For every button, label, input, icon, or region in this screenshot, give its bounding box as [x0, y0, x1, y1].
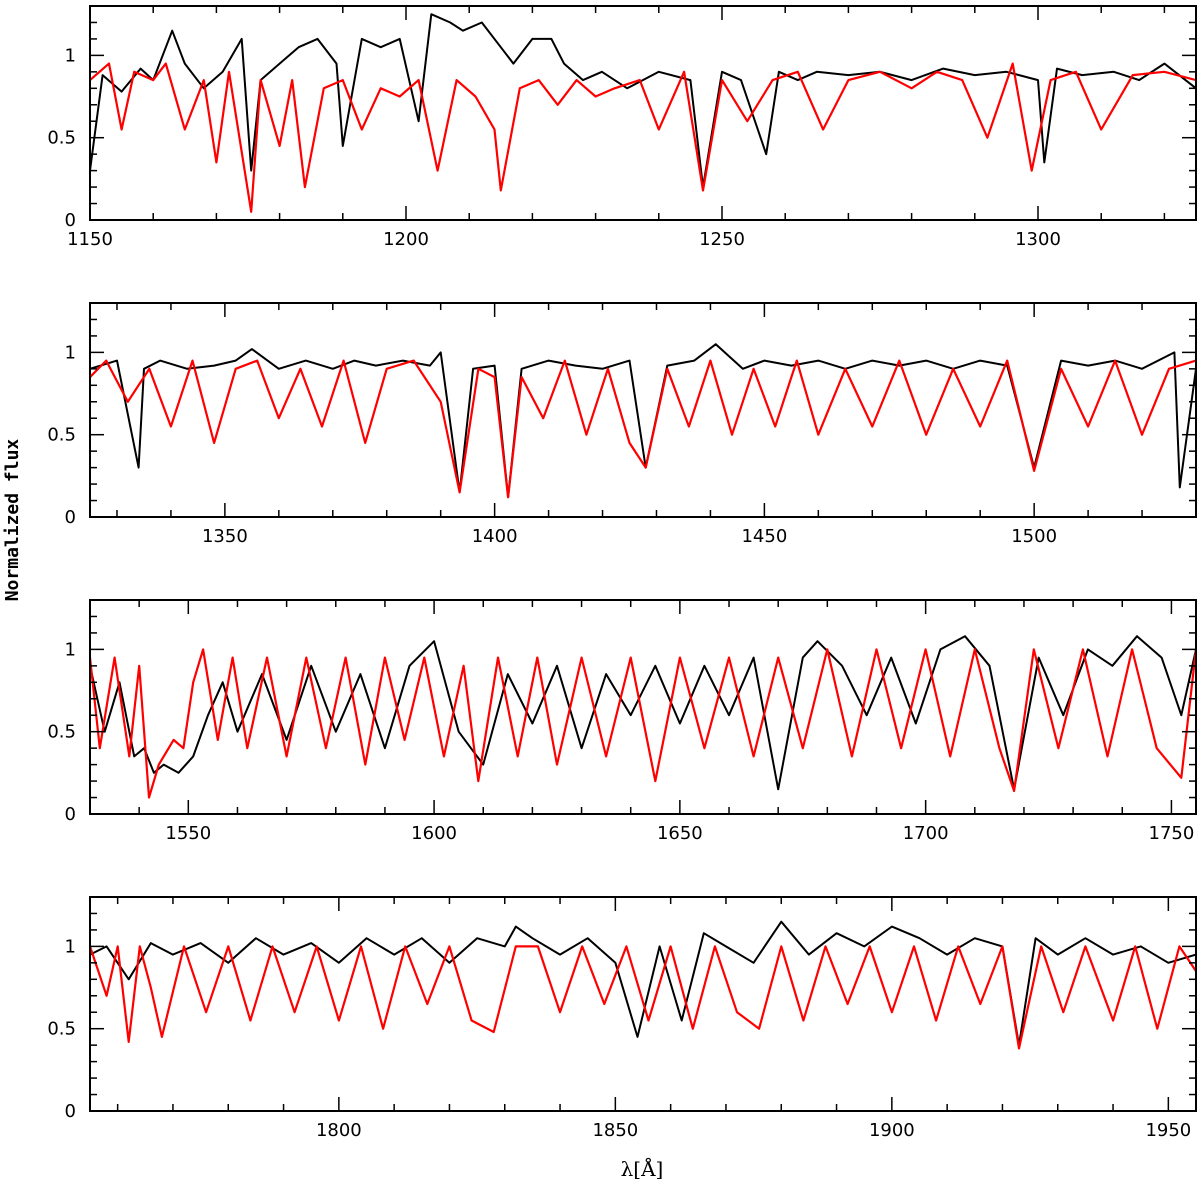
panel-2-y-tick-label: 0 — [65, 507, 76, 528]
panel-1-y-tick-label: 1 — [65, 45, 76, 66]
panel-1-frame — [89, 5, 1197, 221]
panel-1-series-model-line — [90, 62, 1196, 213]
panel-4-y-tick-label: 1 — [65, 936, 76, 957]
panel-2-series-model-line — [90, 359, 1196, 499]
panel-1-y-tick-label: 0.5 — [47, 128, 76, 149]
x-axis-label: λ[Å] — [621, 1156, 664, 1181]
panel-2-y-tick-label: 1 — [65, 342, 76, 363]
panel-4-x-tick-label: 1900 — [869, 1120, 915, 1141]
panel-3-x-tick-label: 1600 — [411, 823, 457, 844]
panel-4-frame — [89, 896, 1197, 1112]
panel-4-y-tick-label: 0 — [65, 1101, 76, 1122]
panel-2-y-tick-label: 0.5 — [47, 425, 76, 446]
panel-1-x-tick-label: 1200 — [383, 229, 429, 250]
panel-4-x-tick-label: 1850 — [592, 1120, 638, 1141]
panel-1-y-tick-label: 0 — [65, 210, 76, 231]
panel-4-series-observed-line — [90, 920, 1196, 1047]
panel-3-x-tick-label: 1550 — [165, 823, 211, 844]
panel-4-x-tick-label: 1950 — [1145, 1120, 1191, 1141]
panel-1: 1150 1200 1250 1300 0 0.5 1 — [47, 5, 1197, 250]
panel-3: 1550 1600 1650 1700 1750 0 0.5 1 — [47, 599, 1197, 844]
panel-1-series-observed-line — [90, 13, 1196, 189]
panel-4-y-tick-label: 0.5 — [47, 1019, 76, 1040]
panel-1-x-tick-label: 1150 — [67, 229, 113, 250]
panel-3-frame — [89, 599, 1197, 815]
panel-2-x-tick-label: 1400 — [472, 526, 518, 547]
panel-2-series-observed-line — [90, 343, 1196, 499]
panel-3-series-model-line — [90, 648, 1196, 799]
panel-2-x-tick-label: 1500 — [1011, 526, 1057, 547]
panel-3-x-tick-label: 1750 — [1149, 823, 1195, 844]
panel-3-y-tick-label: 0 — [65, 804, 76, 825]
y-axis-label: Normalized flux — [2, 439, 23, 602]
panel-2: 1350 1400 1450 1500 0 0.5 1 — [47, 302, 1197, 547]
panel-2-x-tick-label: 1450 — [741, 526, 787, 547]
panel-2-frame — [89, 302, 1197, 518]
panel-3-y-tick-label: 1 — [65, 639, 76, 660]
panel-4-x-tick-label: 1800 — [316, 1120, 362, 1141]
panel-1-x-tick-label: 1250 — [699, 229, 745, 250]
panel-1-x-tick-label: 1300 — [1015, 229, 1061, 250]
panel-3-x-tick-label: 1650 — [657, 823, 703, 844]
panel-2-x-tick-label: 1350 — [202, 526, 248, 547]
panel-4-series-model-line — [90, 945, 1196, 1050]
panel-4: 1800 1850 1900 1950 0 0.5 1 — [47, 896, 1197, 1141]
panel-3-x-tick-label: 1700 — [903, 823, 949, 844]
panel-3-y-tick-label: 0.5 — [47, 722, 76, 743]
